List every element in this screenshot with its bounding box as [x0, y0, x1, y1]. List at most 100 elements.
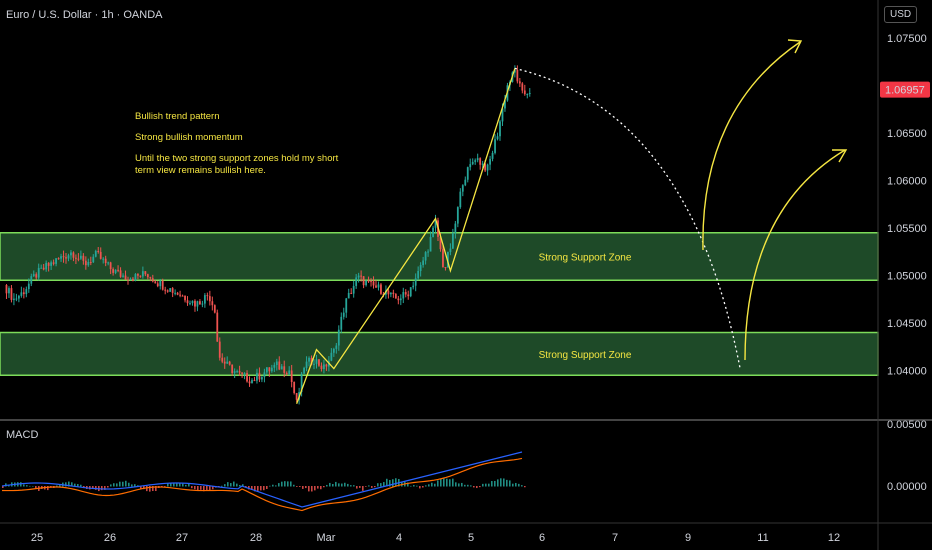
price-tick-label: 1.07500	[887, 33, 927, 45]
candle-body	[40, 267, 43, 269]
projection-arrow-upper	[702, 41, 801, 251]
currency-button[interactable]: USD	[884, 6, 918, 23]
macd-histogram-bar	[380, 483, 382, 487]
macd-histogram-bar	[425, 485, 427, 487]
symbol-title: Euro / U.S. Dollar · 1h · OANDA	[6, 9, 163, 21]
support-zone-label: Strong Support Zone	[539, 253, 632, 264]
dotted-projection-path	[514, 67, 741, 369]
macd-histogram-bar	[320, 486, 322, 490]
candle-body	[251, 380, 253, 384]
macd-histogram-bar	[206, 486, 208, 491]
candle-body	[461, 185, 464, 192]
candle-body	[402, 292, 405, 299]
macd-histogram-bar	[458, 483, 460, 487]
macd-histogram-bar	[299, 486, 301, 487]
candle-body	[223, 361, 226, 364]
candle-body	[45, 262, 48, 270]
macd-histogram-bar	[428, 484, 430, 487]
candle-body	[466, 167, 469, 180]
macd-histogram-bar	[125, 480, 127, 487]
candle-body	[526, 94, 529, 96]
macd-histogram-bar	[239, 485, 241, 487]
candle-body	[84, 260, 87, 266]
macd-histogram-bar	[275, 485, 277, 487]
candle-body	[82, 255, 85, 261]
candle-body	[268, 367, 271, 372]
macd-histogram-bar	[233, 481, 235, 487]
candle-body	[194, 300, 196, 307]
macd-histogram-bar	[23, 484, 25, 487]
candle-body	[389, 292, 392, 295]
candle-body	[57, 258, 60, 260]
candle-body	[104, 258, 107, 263]
candle-body	[275, 361, 278, 366]
candle-body	[70, 252, 72, 256]
macd-histogram-bar	[272, 484, 274, 487]
macd-histogram-bar	[410, 485, 412, 487]
current-price-label: 1.06957	[885, 85, 925, 97]
candle-body	[476, 158, 479, 161]
candle-body	[315, 359, 318, 364]
candle-body	[303, 367, 305, 374]
candle-body	[263, 372, 266, 378]
macd-histogram-bar	[266, 486, 268, 489]
candle-body	[196, 301, 199, 307]
candle-body	[154, 281, 157, 284]
candle-body	[10, 288, 13, 300]
macd-histogram-bar	[359, 486, 361, 488]
candle-body	[206, 295, 209, 297]
candle-body	[285, 372, 288, 375]
support-zone-0	[0, 232, 879, 281]
macd-histogram-bar	[479, 486, 481, 488]
candle-body	[124, 275, 127, 280]
macd-histogram-bar	[473, 486, 475, 488]
macd-histogram-bar	[338, 483, 340, 487]
signal-line	[1, 457, 523, 512]
macd-histogram-bar	[176, 482, 178, 487]
candle-body	[137, 274, 139, 276]
candle-body	[352, 285, 355, 294]
macd-histogram-bar	[65, 482, 67, 487]
candle-body	[501, 108, 504, 122]
macd-histogram-bar	[224, 484, 226, 487]
macd-histogram-bar	[386, 478, 388, 487]
candle-body	[481, 163, 484, 165]
candle-body	[216, 312, 219, 342]
macd-pane: MACD	[0, 419, 932, 512]
macd-histogram-bar	[413, 485, 415, 487]
time-tick-label: 26	[104, 532, 116, 544]
candle-body	[419, 265, 422, 271]
macd-histogram-bar	[143, 486, 145, 490]
candle-body	[340, 316, 343, 330]
macd-histogram-bar	[440, 479, 442, 487]
candle-body	[372, 281, 375, 286]
candle-body	[164, 289, 167, 291]
macd-histogram-bar	[482, 483, 484, 487]
macd-histogram-bar	[122, 481, 124, 487]
candle-body	[13, 298, 15, 300]
macd-histogram-bar	[149, 486, 151, 492]
macd-tick-label: 0.00500	[887, 419, 927, 431]
candle-body	[305, 361, 308, 368]
macd-histogram-bar	[140, 486, 142, 489]
macd-histogram-bar	[419, 486, 421, 489]
candle-body	[449, 248, 452, 253]
candle-body	[332, 348, 335, 353]
candle-body	[151, 278, 154, 282]
macd-histogram-bar	[494, 480, 496, 487]
macd-histogram-bar	[431, 482, 433, 487]
macd-histogram-bar	[446, 478, 448, 487]
macd-histogram-bar	[56, 485, 58, 487]
candle-body	[412, 285, 415, 288]
macd-histogram-bar	[263, 486, 265, 491]
candle-body	[432, 227, 434, 237]
macd-histogram-bar	[182, 483, 184, 487]
candle-body	[409, 287, 412, 297]
candle-body	[370, 281, 372, 283]
macd-histogram-bar	[188, 483, 190, 487]
macd-histogram-bar	[332, 484, 334, 487]
candle-body	[233, 371, 236, 373]
candle-body	[139, 275, 142, 277]
macd-title: MACD	[6, 429, 38, 441]
